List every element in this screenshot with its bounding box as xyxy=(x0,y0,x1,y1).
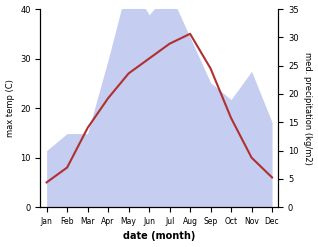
X-axis label: date (month): date (month) xyxy=(123,231,196,242)
Y-axis label: max temp (C): max temp (C) xyxy=(5,79,15,137)
Y-axis label: med. precipitation (kg/m2): med. precipitation (kg/m2) xyxy=(303,52,313,165)
